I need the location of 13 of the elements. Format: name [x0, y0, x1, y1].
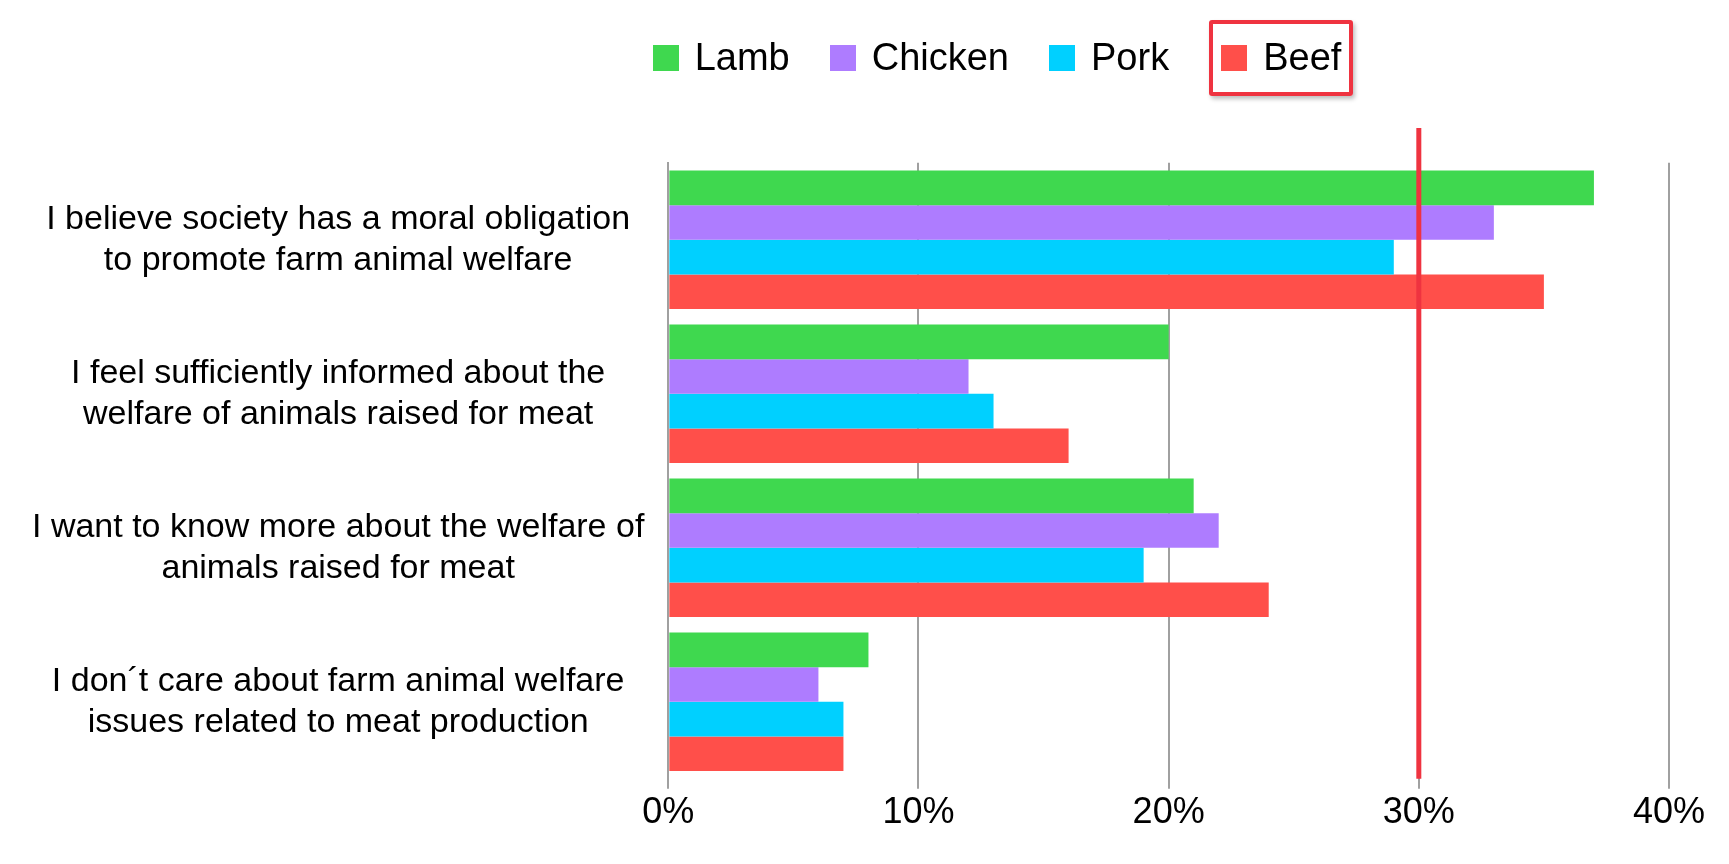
legend-label: Lamb	[694, 36, 790, 80]
legend-label: Chicken	[871, 36, 1010, 80]
x-tick-label: 0%	[642, 790, 695, 832]
y-tick-label: I believe society has a moral obligation to promote farm animal welfare	[46, 197, 631, 277]
x-tick-label: 20%	[1132, 790, 1205, 832]
x-tick-label: 40%	[1632, 790, 1705, 832]
legend-label: Pork	[1091, 36, 1170, 80]
y-tick-label: I don´t care about farm animal welfare issues related to meat production	[51, 659, 625, 739]
x-tick-label: 10%	[882, 790, 955, 832]
y-tick-label: I feel sufficiently informed about the welfare of animals raised for meat	[71, 351, 606, 431]
legend-label: Beef	[1263, 36, 1342, 80]
x-tick-label: 30%	[1382, 790, 1455, 832]
y-tick-label: I want to know more about the welfare of animals raised for meat	[31, 505, 645, 585]
